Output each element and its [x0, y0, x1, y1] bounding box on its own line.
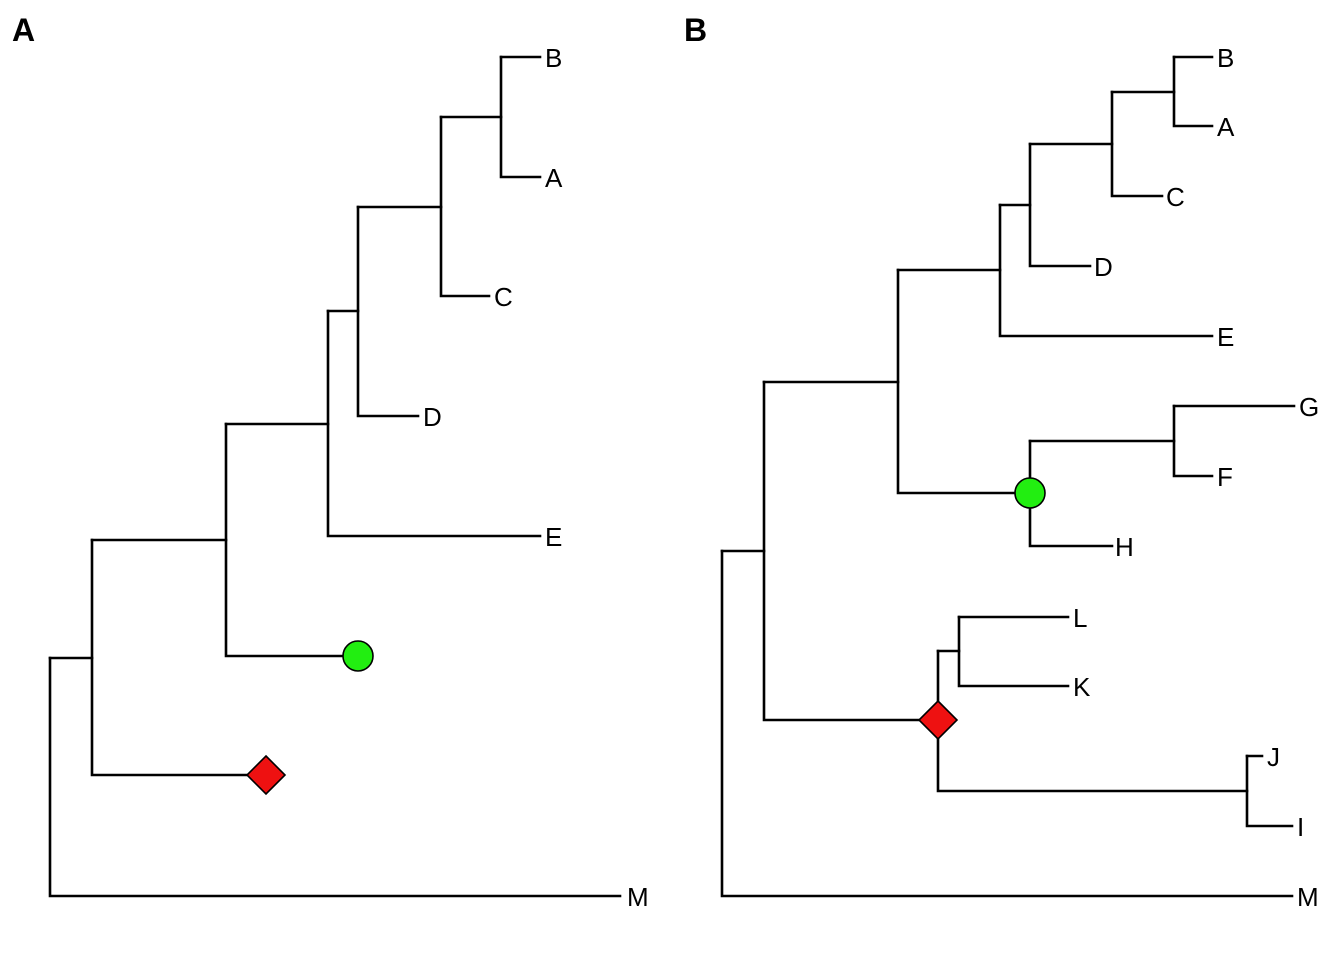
- branch: [224, 422, 360, 658]
- branch: [1172, 404, 1214, 478]
- branch: [1028, 142, 1092, 268]
- tip-label: B: [545, 43, 562, 73]
- tip-label: I: [1297, 812, 1304, 842]
- branch: [439, 115, 491, 298]
- branch: [499, 55, 542, 179]
- panel-a-label: A: [12, 12, 35, 48]
- tip-label: B: [1217, 43, 1234, 73]
- tip-label: F: [1217, 462, 1233, 492]
- branch: [720, 549, 1294, 898]
- red-diamond-marker: [245, 754, 287, 796]
- tip-label: L: [1073, 603, 1087, 633]
- tip-label: K: [1073, 672, 1091, 702]
- red-diamond-marker: [917, 699, 959, 741]
- branch: [957, 615, 1070, 688]
- panel-a: A B A C D E M: [12, 12, 649, 912]
- branch: [1028, 439, 1114, 548]
- branch: [326, 309, 542, 538]
- tip-label: J: [1267, 742, 1280, 772]
- green-circle-marker: [342, 640, 374, 672]
- tip-label: E: [1217, 322, 1234, 352]
- branch: [1110, 90, 1164, 198]
- tip-label: M: [1297, 882, 1319, 912]
- tip-label: D: [1094, 252, 1113, 282]
- branch: [998, 203, 1214, 338]
- tip-label: D: [423, 402, 442, 432]
- branch: [90, 538, 268, 777]
- tip-label: H: [1115, 532, 1134, 562]
- tip-label: G: [1299, 392, 1319, 422]
- tip-label: C: [494, 282, 513, 312]
- branch: [48, 656, 622, 898]
- tip-label: C: [1166, 182, 1185, 212]
- branch: [1245, 754, 1294, 828]
- branch: [762, 380, 940, 722]
- branch: [896, 268, 1032, 495]
- tip-label: E: [545, 522, 562, 552]
- tip-label: A: [545, 163, 563, 193]
- branch: [936, 649, 1249, 793]
- green-circle-marker: [1014, 477, 1046, 509]
- tip-label: A: [1217, 112, 1235, 142]
- branch: [356, 205, 420, 418]
- panel-b-label: B: [684, 12, 707, 48]
- branch: [1172, 55, 1214, 128]
- panel-b: B: [684, 12, 1319, 912]
- tip-label: M: [627, 882, 649, 912]
